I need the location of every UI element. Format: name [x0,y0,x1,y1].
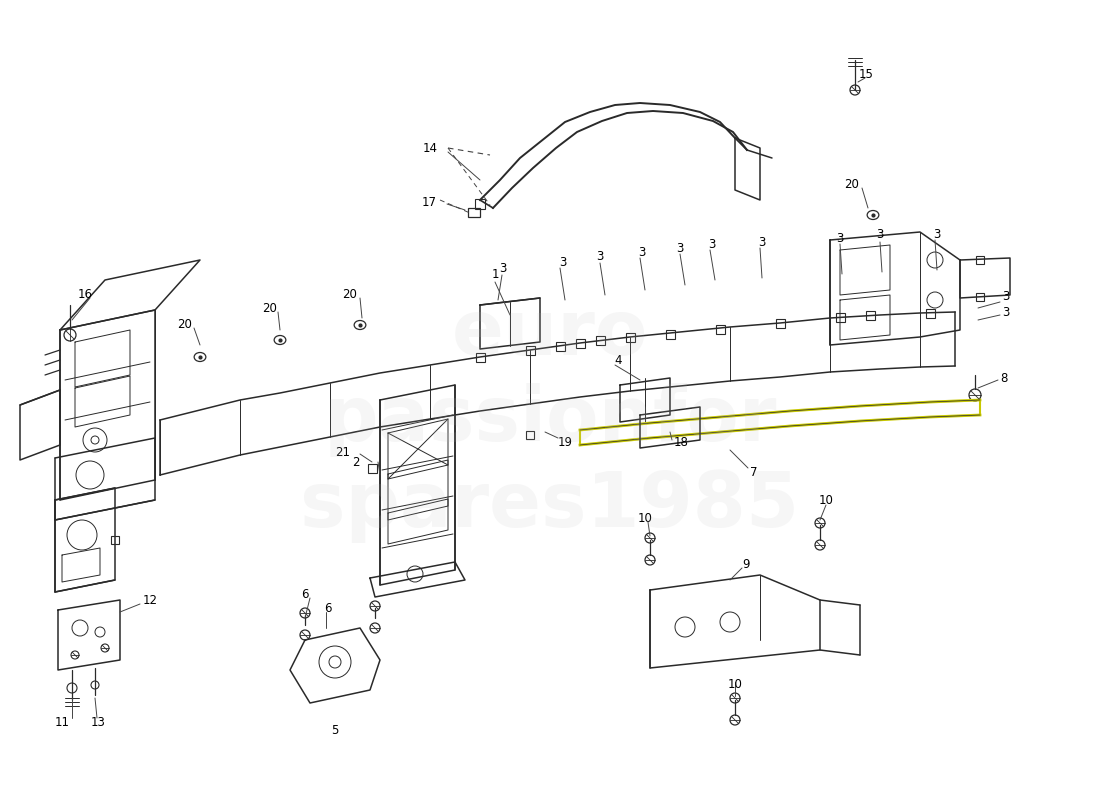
Bar [526,346,535,354]
Bar [666,330,674,338]
Text: 17: 17 [422,195,437,209]
Text: 12: 12 [143,594,158,606]
Bar [836,313,845,322]
Bar [776,318,784,327]
Text: 21: 21 [336,446,350,458]
Text: 19: 19 [558,435,573,449]
Text: 7: 7 [750,466,758,478]
Bar [976,256,984,264]
Bar [595,335,605,345]
Text: 3: 3 [933,227,940,241]
Text: 16: 16 [77,287,92,301]
Bar [367,463,376,473]
Text: 3: 3 [1002,290,1010,303]
Bar [715,325,725,334]
Bar [468,208,480,217]
Bar [866,310,874,319]
Text: 8: 8 [1000,371,1008,385]
Text: 13: 13 [90,715,106,729]
Text: 3: 3 [1002,306,1010,318]
Text: 10: 10 [727,678,742,691]
Text: 6: 6 [301,587,309,601]
Bar [475,353,484,362]
Text: 10: 10 [638,511,652,525]
Text: 11: 11 [55,715,69,729]
Text: 5: 5 [331,723,339,737]
Text: 3: 3 [676,242,684,254]
Text: 3: 3 [708,238,716,250]
Text: 10: 10 [818,494,834,506]
Text: euro
passionfor
spares1985: euro passionfor spares1985 [300,298,800,542]
Bar [526,431,534,439]
Text: 18: 18 [674,437,689,450]
Text: 1: 1 [492,269,498,282]
Text: 20: 20 [342,289,358,302]
Bar [976,293,984,301]
Text: 6: 6 [324,602,332,614]
Text: 20: 20 [177,318,192,331]
Bar [475,199,485,209]
Bar [556,342,564,350]
Text: 2: 2 [352,455,360,469]
Bar [575,338,584,347]
Text: 3: 3 [559,255,566,269]
Bar [111,536,119,544]
Text: 20: 20 [845,178,859,191]
Text: 3: 3 [758,235,766,249]
Text: 3: 3 [836,231,844,245]
Text: 15: 15 [859,67,873,81]
Bar [626,333,635,342]
Text: 9: 9 [742,558,749,571]
Text: 20: 20 [263,302,277,314]
Text: 14: 14 [424,142,438,154]
Bar [925,309,935,318]
Text: 3: 3 [877,229,883,242]
Text: 3: 3 [638,246,646,258]
Text: 4: 4 [614,354,622,366]
Text: 3: 3 [499,262,507,274]
Text: 3: 3 [596,250,604,263]
